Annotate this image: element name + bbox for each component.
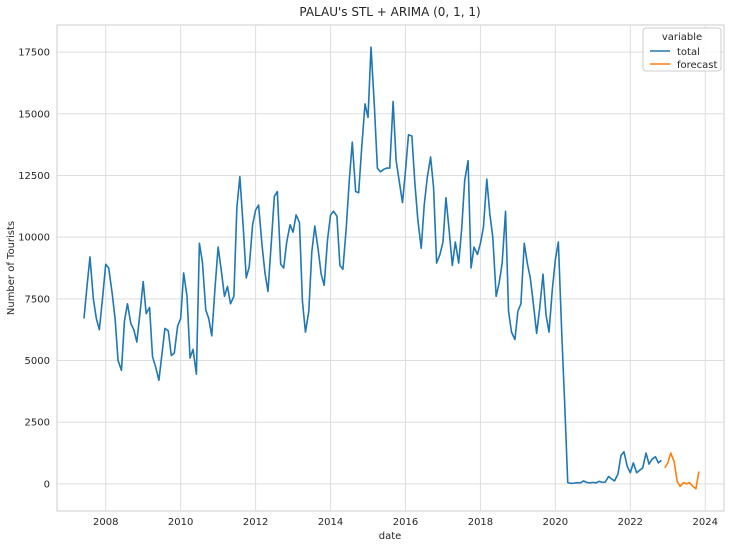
y-tick-label: 0 [44, 479, 50, 490]
legend-label-forecast: forecast [677, 60, 718, 71]
series-line-total [83, 46, 662, 485]
legend-label-total: total [677, 47, 700, 58]
y-tick-labels: 0 2500 5000 7500 10000 12500 15000 17500 [18, 48, 50, 491]
legend-box [642, 27, 722, 72]
y-tick-label: 7500 [25, 294, 50, 305]
legend-title: variable [662, 32, 702, 43]
x-tick-label: 2010 [168, 517, 193, 528]
plot-area [56, 24, 725, 512]
x-tick-label: 2012 [243, 517, 268, 528]
y-axis-label: Number of Tourists [6, 221, 17, 315]
y-tick-label: 5000 [25, 356, 50, 367]
series-line-forecast [664, 452, 700, 490]
y-tick-label: 2500 [25, 418, 50, 429]
x-axis-label: date [379, 531, 402, 542]
y-tick-label: 15000 [18, 109, 50, 120]
gridlines [57, 25, 724, 511]
series-lines [83, 46, 700, 490]
x-tick-label: 2014 [318, 517, 343, 528]
x-tick-labels: 2008 2010 2012 2014 2016 2018 2020 2022 2024 [93, 517, 718, 528]
legend: variable total forecast [642, 27, 722, 72]
x-tick-label: 2008 [93, 517, 118, 528]
x-tick-label: 2020 [543, 517, 568, 528]
x-tick-label: 2016 [393, 517, 418, 528]
x-tick-label: 2018 [468, 517, 493, 528]
y-tick-label: 17500 [18, 48, 50, 59]
chart-title: PALAU's STL + ARIMA (0, 1, 1) [299, 5, 480, 19]
x-tick-label: 2024 [693, 517, 718, 528]
x-tick-label: 2022 [618, 517, 643, 528]
y-tick-label: 12500 [18, 171, 50, 182]
y-tick-label: 10000 [18, 233, 50, 244]
